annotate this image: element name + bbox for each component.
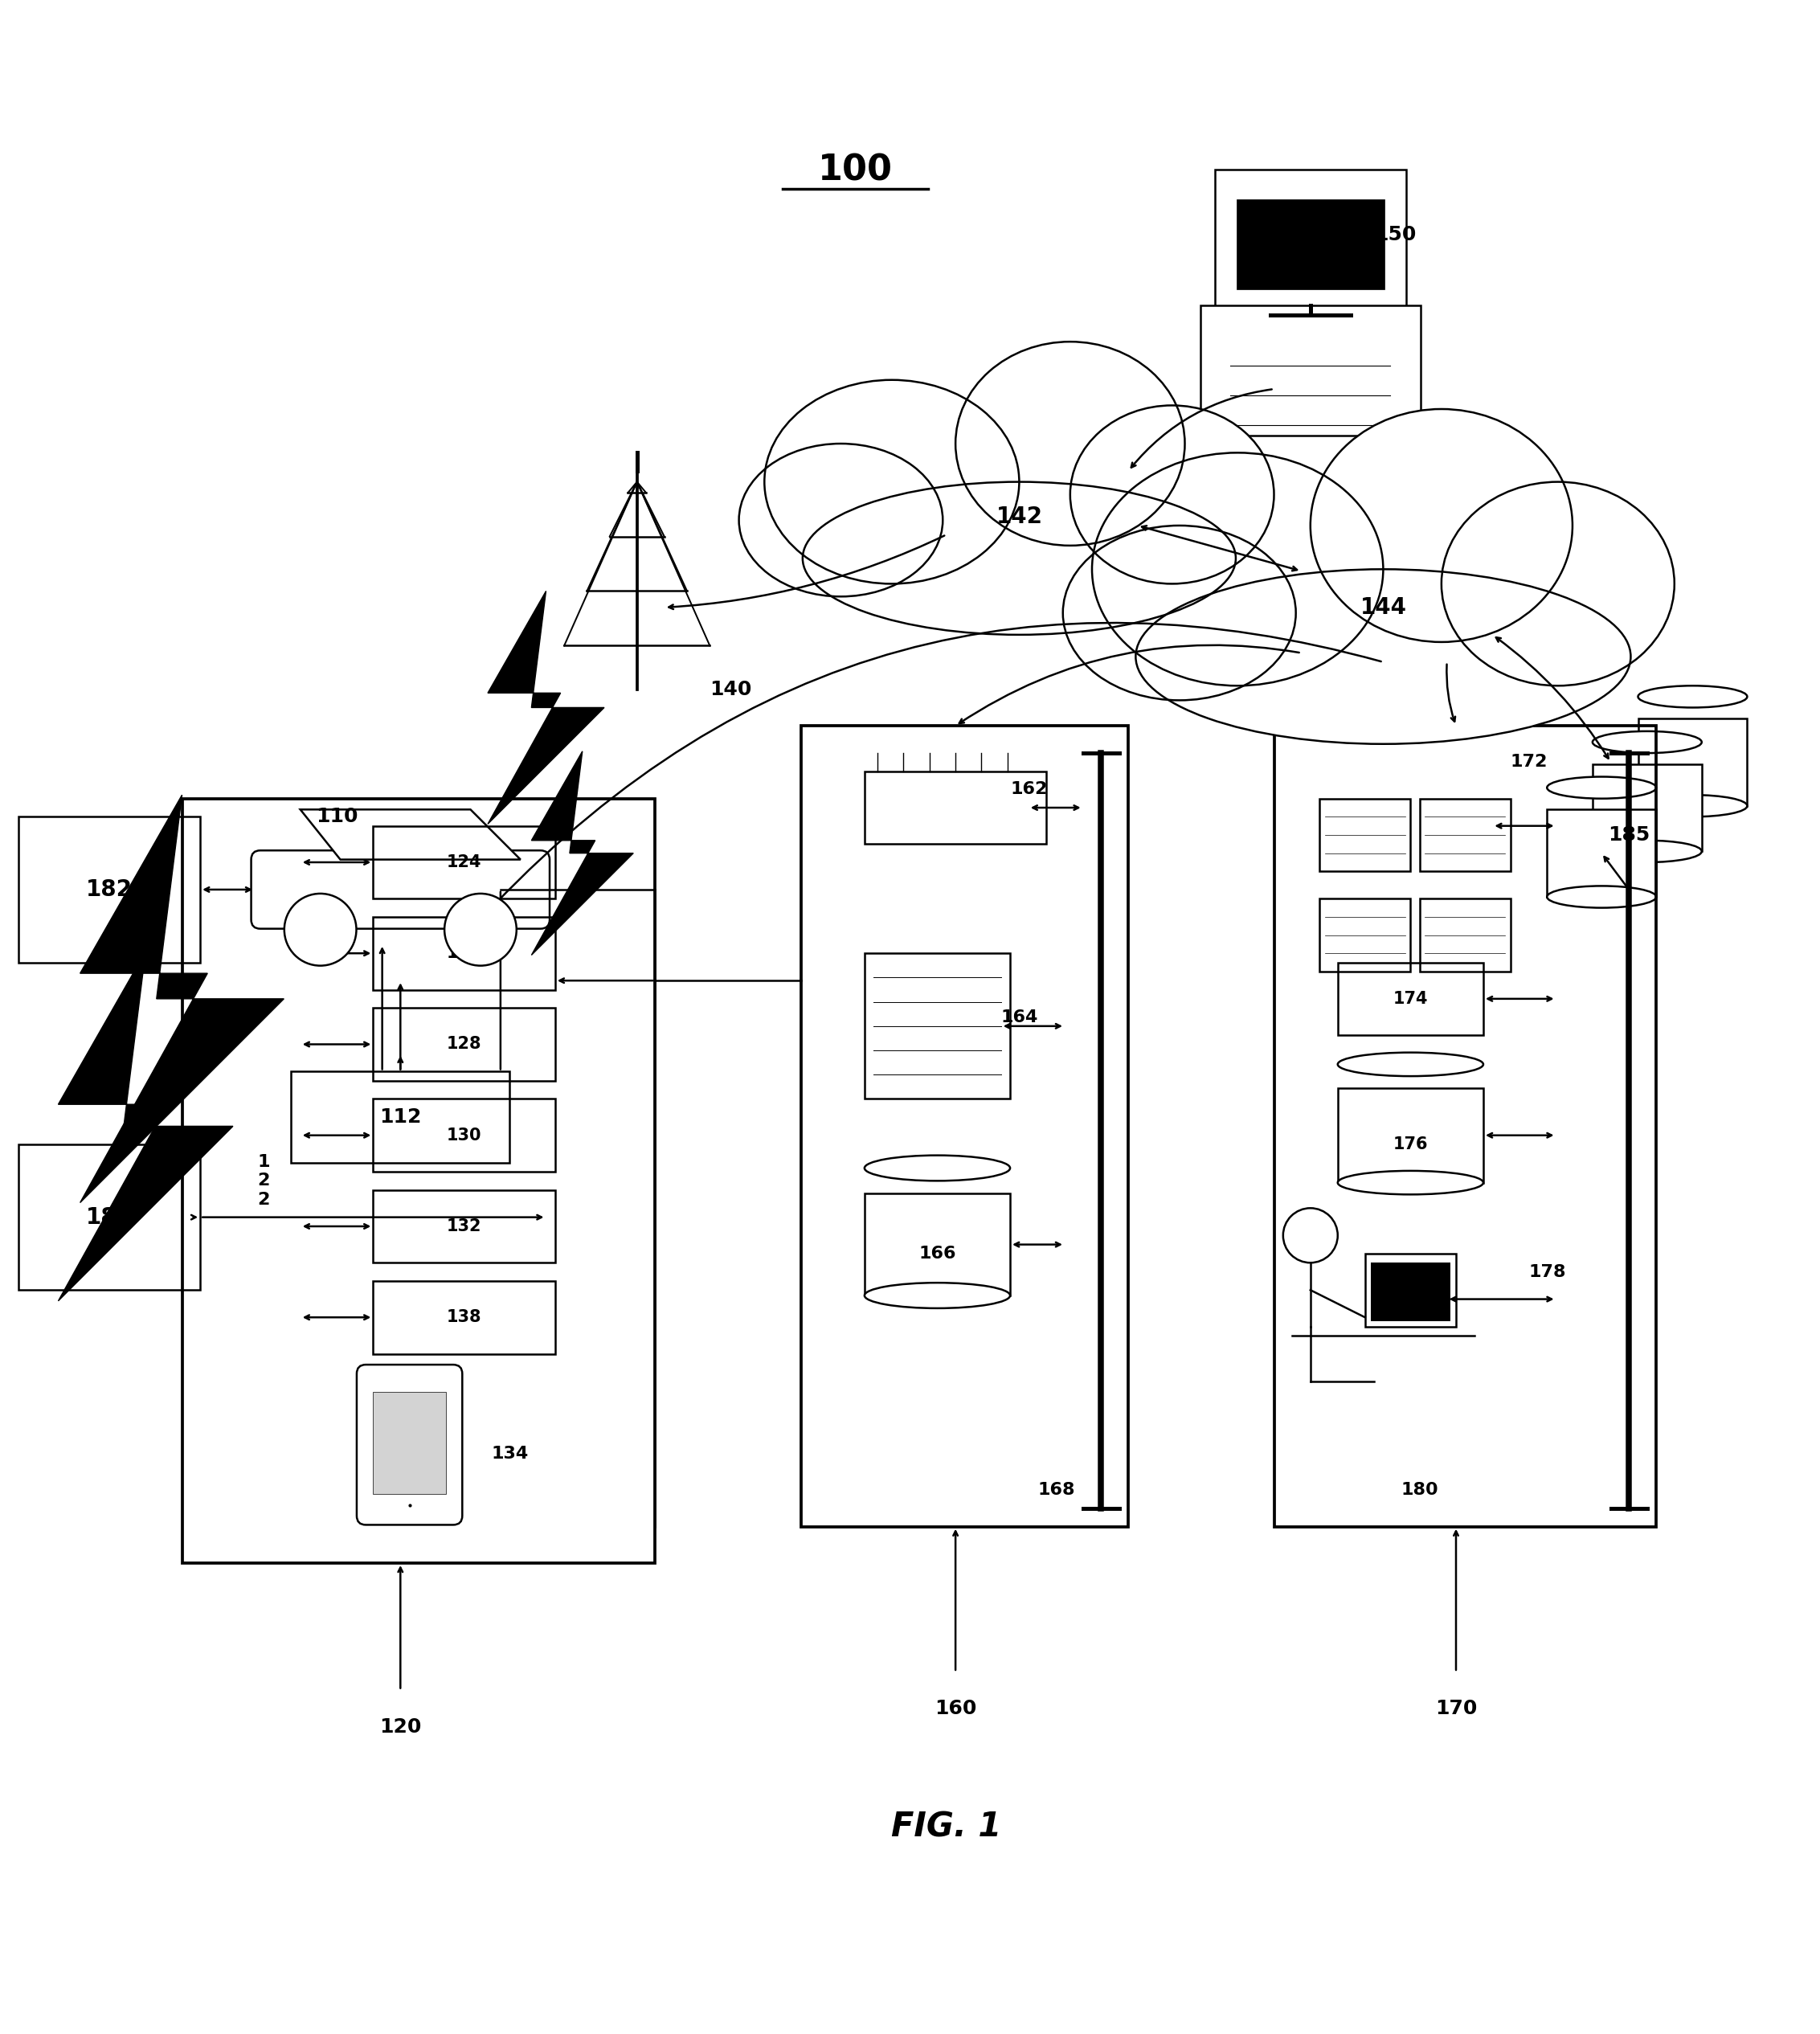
Bar: [864, 954, 1010, 1098]
Ellipse shape: [1592, 840, 1702, 862]
Bar: [373, 826, 555, 899]
Text: 132: 132: [446, 1218, 482, 1235]
Text: 166: 166: [919, 1245, 956, 1261]
Bar: [1420, 799, 1511, 871]
Bar: [18, 818, 200, 962]
Ellipse shape: [1092, 454, 1383, 685]
Bar: [801, 726, 1128, 1528]
Text: 185: 185: [1607, 826, 1651, 844]
Text: 124: 124: [446, 854, 482, 871]
Bar: [373, 1009, 555, 1080]
Bar: [864, 1194, 1010, 1296]
Circle shape: [1283, 1208, 1338, 1263]
Text: 120: 120: [379, 1717, 422, 1737]
FancyBboxPatch shape: [1216, 169, 1405, 311]
Ellipse shape: [1547, 777, 1656, 799]
Ellipse shape: [764, 380, 1019, 584]
Bar: [1274, 726, 1656, 1528]
Bar: [1320, 899, 1410, 972]
Bar: [1338, 962, 1483, 1035]
Text: 112: 112: [379, 1106, 422, 1127]
Ellipse shape: [1063, 525, 1296, 700]
Bar: [1420, 899, 1511, 972]
Bar: [1547, 810, 1656, 897]
Ellipse shape: [1310, 409, 1572, 643]
Ellipse shape: [1136, 570, 1631, 744]
Bar: [1236, 199, 1385, 289]
Bar: [373, 1098, 555, 1172]
Ellipse shape: [1638, 685, 1747, 708]
Text: 160: 160: [934, 1698, 977, 1719]
Bar: [373, 1190, 555, 1263]
Ellipse shape: [956, 342, 1185, 545]
Polygon shape: [531, 751, 633, 956]
Text: 140: 140: [710, 679, 752, 700]
Bar: [1320, 799, 1410, 871]
Ellipse shape: [1592, 732, 1702, 753]
Text: 138: 138: [446, 1310, 482, 1326]
Bar: [373, 1281, 555, 1355]
Bar: [1365, 1253, 1456, 1326]
Ellipse shape: [1638, 795, 1747, 818]
Text: 170: 170: [1434, 1698, 1478, 1719]
Bar: [18, 1145, 200, 1290]
Bar: [1638, 718, 1747, 805]
Polygon shape: [58, 952, 233, 1302]
Text: 144: 144: [1360, 596, 1407, 618]
FancyBboxPatch shape: [251, 850, 550, 930]
Text: 128: 128: [446, 1035, 482, 1052]
Bar: [864, 771, 1046, 844]
Text: 172: 172: [1511, 755, 1547, 771]
Text: 176: 176: [1392, 1137, 1429, 1153]
Text: 130: 130: [446, 1127, 482, 1143]
Bar: [1370, 1263, 1451, 1320]
Ellipse shape: [1338, 1172, 1483, 1194]
Text: 162: 162: [1010, 781, 1046, 797]
Ellipse shape: [803, 482, 1236, 635]
Ellipse shape: [1441, 482, 1674, 685]
Bar: [182, 799, 655, 1562]
Ellipse shape: [864, 1283, 1010, 1308]
Polygon shape: [488, 592, 604, 824]
Ellipse shape: [1338, 1052, 1483, 1076]
Bar: [373, 917, 555, 991]
Ellipse shape: [739, 443, 943, 596]
Text: 168: 168: [1037, 1483, 1076, 1499]
Polygon shape: [80, 795, 284, 1202]
Circle shape: [444, 893, 517, 966]
Bar: [373, 1391, 446, 1493]
Ellipse shape: [864, 1155, 1010, 1182]
FancyBboxPatch shape: [357, 1365, 462, 1526]
Text: 164: 164: [1001, 1009, 1037, 1025]
Text: 110: 110: [315, 807, 359, 826]
Text: FIG. 1: FIG. 1: [892, 1810, 1001, 1845]
Text: 180: 180: [1401, 1483, 1438, 1499]
Bar: [1592, 765, 1702, 852]
Text: 181: 181: [86, 1206, 133, 1229]
Polygon shape: [300, 810, 521, 860]
Bar: [1338, 1088, 1483, 1182]
Bar: [291, 1072, 510, 1163]
Text: 182: 182: [86, 879, 133, 901]
Text: 150: 150: [1374, 224, 1416, 244]
Text: 174: 174: [1392, 991, 1429, 1007]
Text: 100: 100: [817, 153, 894, 187]
Text: 142: 142: [996, 504, 1043, 527]
Text: 1
2
2: 1 2 2: [258, 1153, 269, 1208]
Ellipse shape: [1547, 887, 1656, 907]
Text: 126: 126: [446, 946, 482, 962]
Bar: [1201, 305, 1420, 435]
Circle shape: [284, 893, 357, 966]
Text: 134: 134: [491, 1446, 528, 1462]
Text: 178: 178: [1529, 1263, 1567, 1279]
Ellipse shape: [1070, 405, 1274, 584]
